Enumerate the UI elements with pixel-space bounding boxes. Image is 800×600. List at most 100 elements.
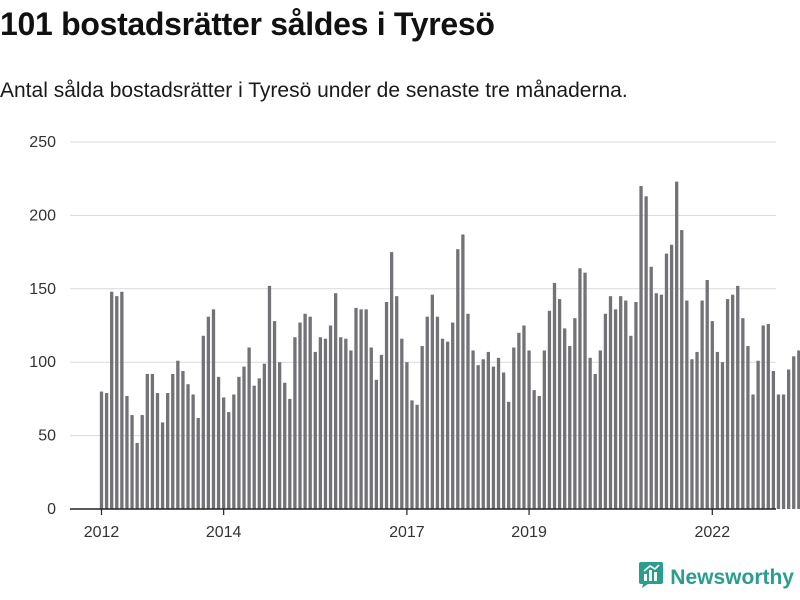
- bar: [120, 291, 124, 509]
- bar: [354, 307, 358, 509]
- bar: [547, 310, 552, 509]
- bar: [400, 338, 404, 509]
- bar: [471, 350, 475, 509]
- bar: [430, 294, 434, 509]
- bar: [155, 393, 160, 509]
- bar: [115, 296, 119, 509]
- bar: [619, 296, 623, 509]
- bar: [741, 318, 745, 509]
- bar: [328, 325, 333, 509]
- bar: [527, 350, 531, 509]
- bar: [639, 186, 643, 510]
- bar: [532, 390, 536, 509]
- bar: [181, 371, 185, 509]
- bar: [588, 357, 592, 509]
- bar: [720, 362, 725, 509]
- bar: [557, 299, 562, 509]
- bar: [736, 285, 740, 509]
- bar: [242, 366, 246, 509]
- bar: [792, 356, 796, 509]
- bar: [797, 350, 800, 509]
- x-tick-label: 2019: [511, 524, 547, 541]
- bar: [613, 309, 618, 509]
- bar: [552, 282, 557, 509]
- bar: [593, 373, 597, 509]
- bar: [491, 366, 496, 509]
- bar: [384, 302, 389, 509]
- bar: [583, 272, 587, 509]
- newsworthy-logo-text: Newsworthy: [670, 565, 794, 589]
- bar: [257, 378, 261, 509]
- bar: [690, 359, 694, 509]
- bar: [395, 296, 399, 509]
- bar: [787, 369, 791, 509]
- bar: [603, 313, 608, 509]
- bar: [171, 373, 175, 509]
- bar: [537, 395, 541, 509]
- bar: [410, 400, 414, 509]
- bar: [451, 322, 455, 509]
- bar: [110, 291, 114, 509]
- bar: [568, 346, 572, 509]
- bar: [222, 397, 226, 509]
- bar: [196, 417, 200, 509]
- bar: [160, 422, 165, 509]
- bar: [166, 393, 170, 509]
- bar: [659, 294, 664, 509]
- bar: [644, 196, 648, 509]
- y-tick-label: 100: [29, 354, 56, 371]
- bar: [563, 328, 567, 509]
- bar: [624, 300, 628, 509]
- bar: [318, 337, 323, 509]
- bar: [649, 266, 653, 509]
- bar: [145, 373, 149, 509]
- bar: [201, 335, 205, 509]
- bar: [415, 404, 419, 509]
- x-tick-label: 2022: [695, 524, 731, 541]
- bar: [456, 249, 460, 509]
- y-tick-label: 0: [47, 501, 56, 518]
- y-tick-label: 250: [29, 134, 56, 151]
- bar: [283, 382, 287, 509]
- bar: [425, 316, 429, 509]
- bar: [227, 412, 231, 509]
- bar: [262, 363, 267, 509]
- bar: [323, 338, 328, 509]
- bar: [756, 360, 760, 509]
- bar: [675, 181, 679, 509]
- bar: [272, 321, 277, 509]
- bar: [700, 300, 704, 509]
- bar: [211, 309, 216, 509]
- bar: [298, 322, 302, 509]
- bar: [705, 279, 709, 509]
- bar: [308, 316, 312, 509]
- bar: [125, 395, 129, 509]
- bar: [420, 346, 424, 509]
- bar: [685, 300, 689, 509]
- bar: [761, 325, 765, 509]
- bar: [486, 351, 490, 509]
- bar: [135, 442, 139, 509]
- bar: [496, 357, 501, 509]
- bar: [237, 376, 241, 509]
- bar: [232, 394, 236, 509]
- y-tick-label: 50: [38, 428, 56, 445]
- bar: [476, 365, 480, 509]
- bar: [369, 347, 373, 509]
- bar: [359, 309, 363, 509]
- bar: [746, 346, 750, 509]
- bar: [669, 244, 674, 509]
- bar: [542, 350, 546, 509]
- bar: [654, 293, 658, 509]
- bar: [374, 379, 379, 509]
- bar: [507, 401, 511, 509]
- bar: [715, 351, 720, 509]
- bar: [333, 293, 338, 509]
- bar: [150, 373, 155, 509]
- newsworthy-logo[interactable]: Newsworthy: [638, 561, 794, 594]
- bar: [176, 360, 180, 509]
- bar: [598, 350, 602, 509]
- bar: [278, 362, 282, 509]
- bar: [191, 394, 195, 509]
- bar: [766, 324, 770, 509]
